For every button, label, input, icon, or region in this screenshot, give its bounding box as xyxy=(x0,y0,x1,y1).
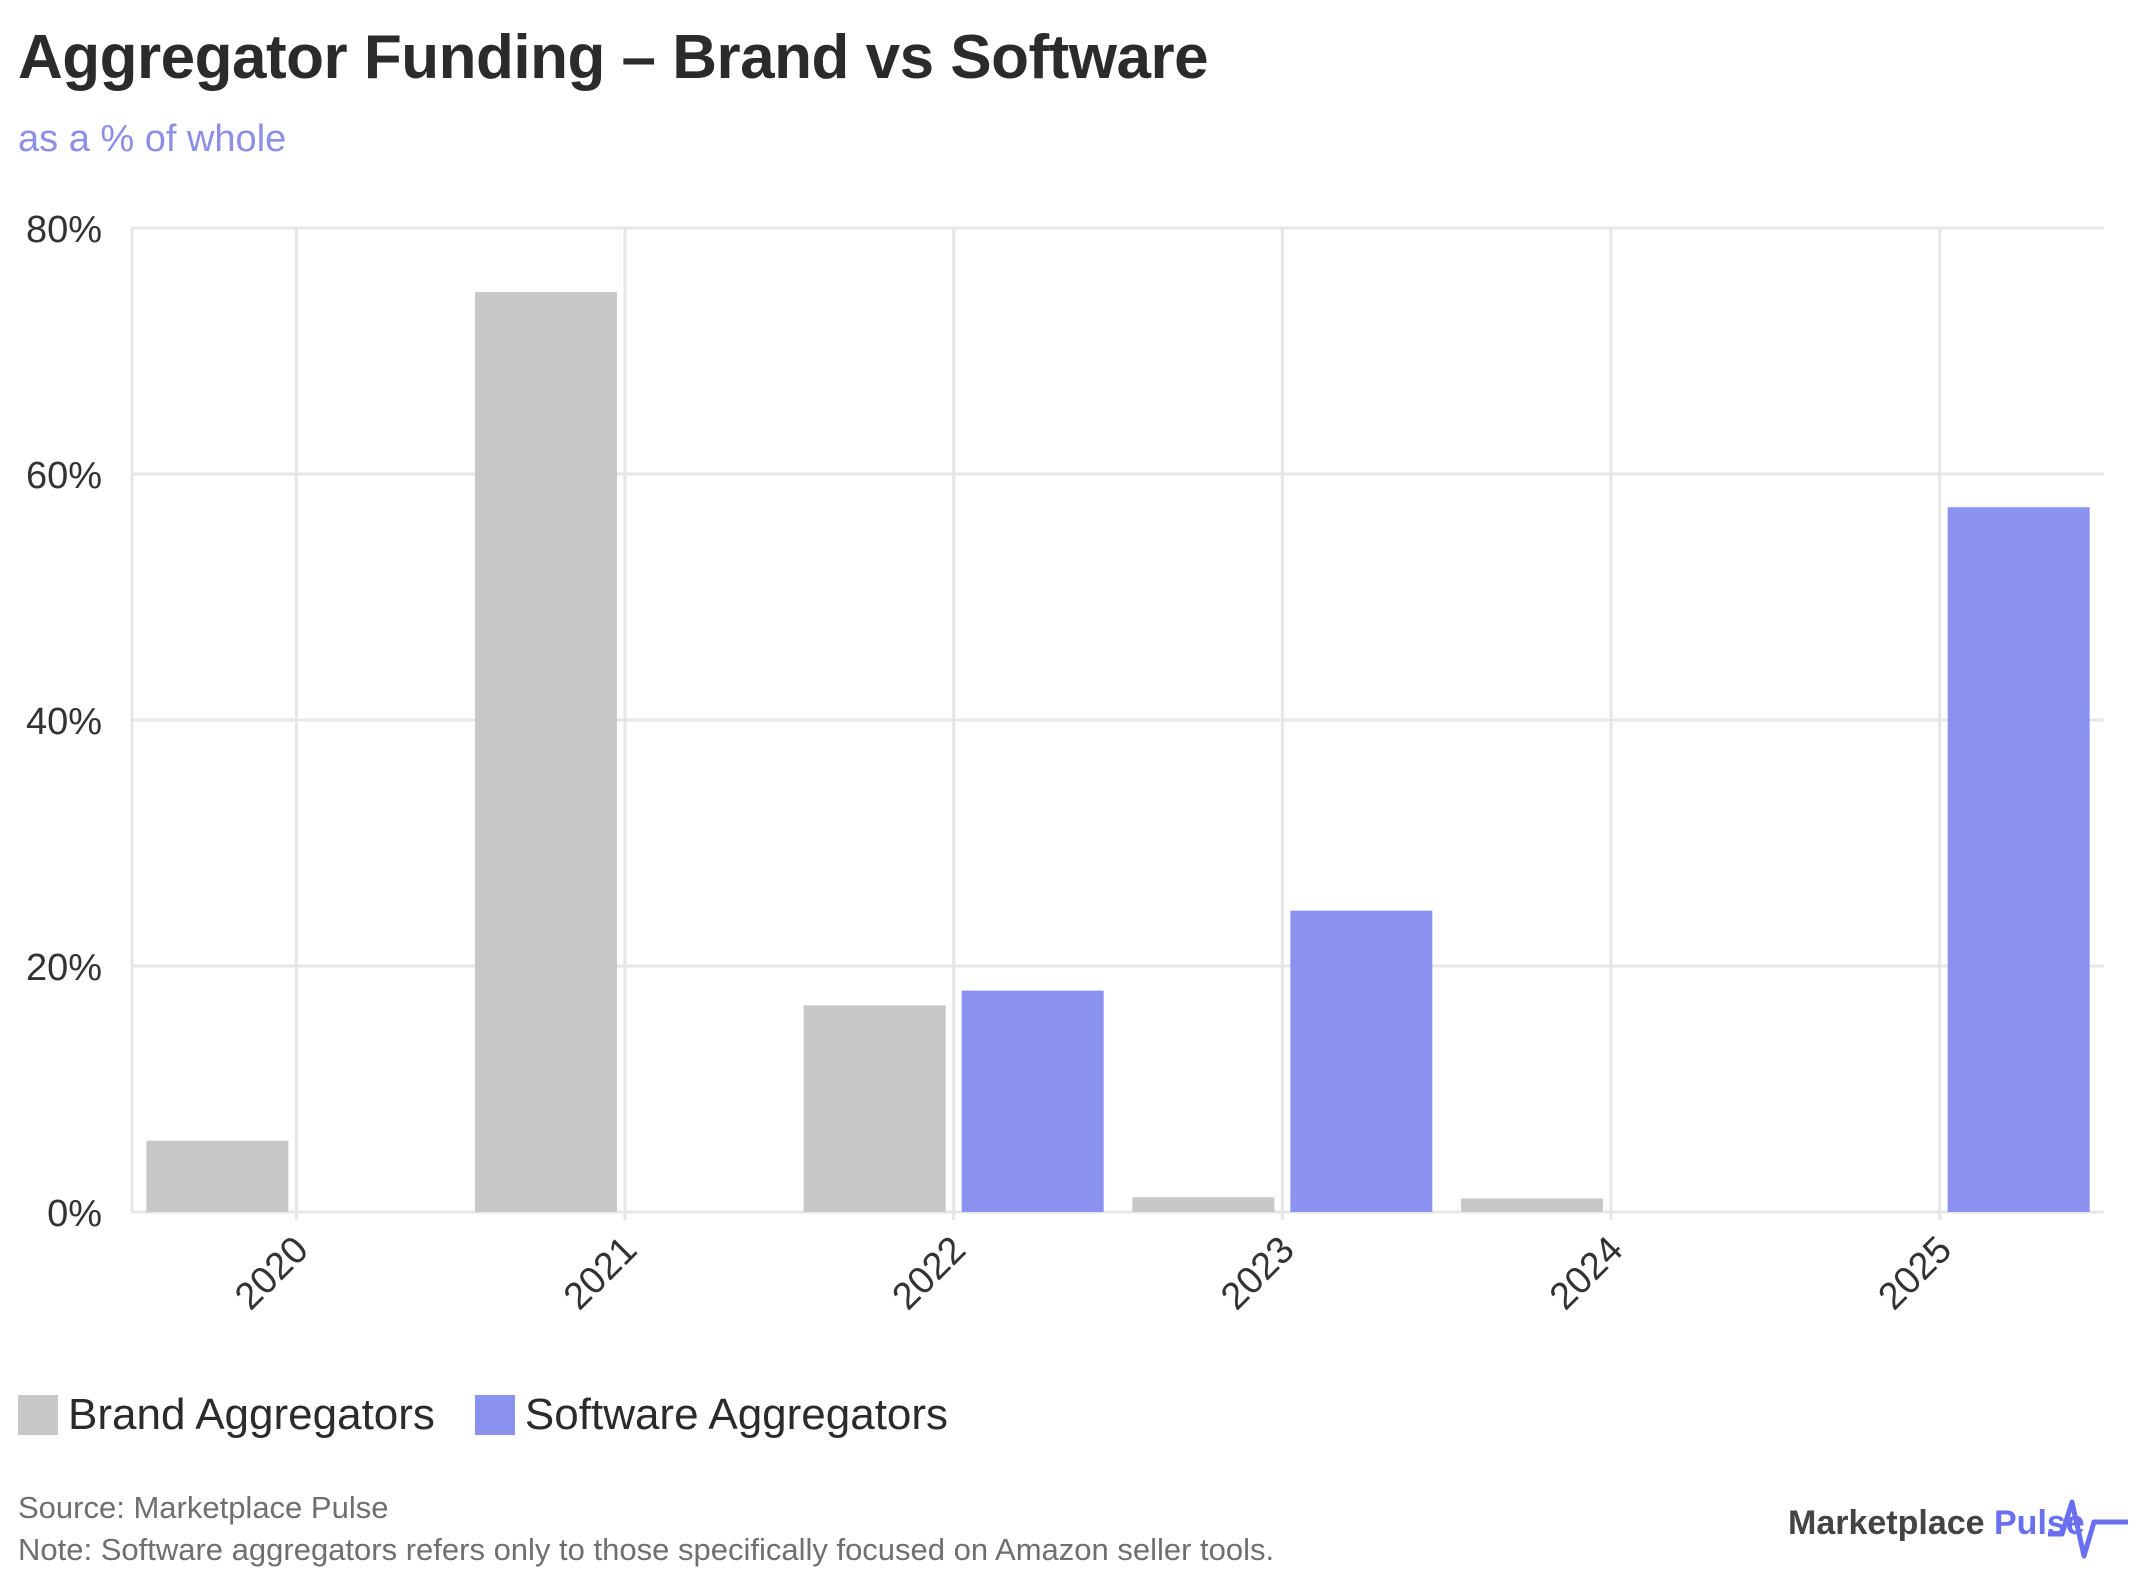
bar-software-2023 xyxy=(1290,910,1433,1212)
chart-title: Aggregator Funding – Brand vs Software xyxy=(18,23,1209,92)
source-note: Source: Marketplace Pulse xyxy=(18,1490,389,1525)
grid-lines xyxy=(130,226,2104,1220)
logo-text: Marketplace Pulse xyxy=(1788,1504,2085,1543)
bar-brand-2022 xyxy=(803,1005,946,1212)
y-tick-label: 60% xyxy=(26,455,102,497)
legend-item-brand: Brand Aggregators xyxy=(18,1390,435,1440)
legend-item-software: Software Aggregators xyxy=(474,1390,949,1440)
bar-brand-2021 xyxy=(475,291,617,1213)
marketplace-pulse-logo: Marketplace Pulse xyxy=(1788,1486,2128,1566)
bar-chart: 0% 20% 40% 60% 80% 2020 2021 2022 2023 2024 2025 xyxy=(26,209,2104,1318)
bar-brand-2023 xyxy=(1132,1197,1275,1212)
x-tick-label: 2021 xyxy=(556,1229,645,1318)
pulse-wave-icon xyxy=(2048,1499,2128,1559)
legend-swatch-brand xyxy=(18,1395,58,1435)
x-tick-label: 2023 xyxy=(1213,1229,1302,1318)
y-tick-label: 0% xyxy=(47,1193,102,1235)
logo-text-main: Marketplace xyxy=(1788,1504,1985,1542)
bar-brand-2024 xyxy=(1461,1198,1603,1212)
x-tick-label: 2025 xyxy=(1871,1229,1960,1318)
legend-label-software: Software Aggregators xyxy=(524,1390,949,1439)
x-tick-label: 2024 xyxy=(1542,1229,1631,1318)
y-tick-label: 80% xyxy=(26,209,102,251)
legend: Brand Aggregators Software Aggregators xyxy=(18,1390,988,1440)
bars xyxy=(146,291,2090,1213)
bar-software-2022 xyxy=(961,990,1104,1212)
legend-label-brand: Brand Aggregators xyxy=(68,1390,435,1439)
y-tick-label: 40% xyxy=(26,701,102,743)
x-tick-label: 2022 xyxy=(885,1229,974,1318)
legend-swatch-software xyxy=(474,1395,515,1435)
x-tick-label: 2020 xyxy=(227,1229,316,1318)
chart-subtitle: as a % of whole xyxy=(18,118,287,160)
bar-software-2025 xyxy=(1947,507,2090,1213)
bar-brand-2020 xyxy=(146,1140,289,1212)
footnote: Note: Software aggregators refers only t… xyxy=(18,1532,1275,1567)
y-tick-label: 20% xyxy=(26,947,102,989)
